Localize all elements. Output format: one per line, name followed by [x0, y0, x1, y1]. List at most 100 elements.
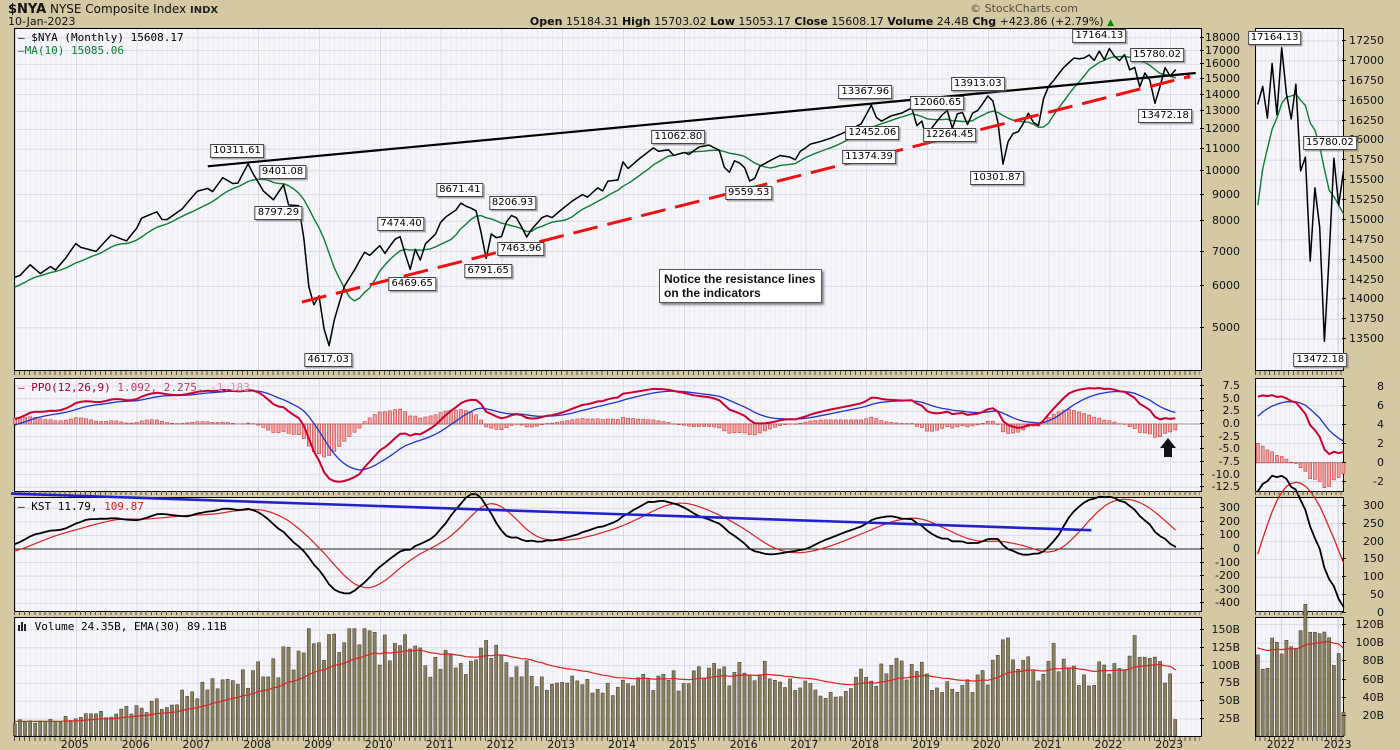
axis-tick-label: 50B: [1218, 694, 1240, 708]
main-price-panel: [14, 28, 1202, 371]
axis-tick-mark: [1200, 448, 1204, 450]
axis-tick-label: 200: [1363, 534, 1384, 548]
price-callout: 10311.61: [210, 143, 264, 158]
price-callout: 9401.08: [258, 164, 307, 179]
open-value: 15184.31: [565, 15, 619, 28]
axis-tick-mark: [1200, 285, 1204, 287]
axis-tick-label: 15000: [1205, 71, 1240, 85]
axis-tick-label: 40B: [1362, 691, 1384, 705]
axis-tick-mark: [1200, 460, 1204, 462]
axis-tick-label: 100B: [1355, 636, 1384, 649]
axis-tick-mark: [1342, 99, 1346, 101]
volume-label: Volume: [887, 15, 934, 28]
axis-tick-mark: [1342, 404, 1346, 406]
price-callout: 13913.03: [950, 77, 1005, 91]
axis-tick-label: 100: [1363, 570, 1384, 584]
axis-tick-label: 125B: [1211, 640, 1240, 654]
axis-tick-mark: [1200, 435, 1204, 437]
axis-tick-mark: [1342, 623, 1346, 625]
price-callout: 11062.80: [651, 129, 706, 144]
chg-label: Chg: [972, 15, 997, 28]
axis-tick-mark: [1200, 534, 1204, 536]
ma-legend-text: MA(10) 15085.06: [24, 44, 124, 57]
axis-tick-label: 14250: [1349, 272, 1384, 286]
axis-tick-mark: [1342, 338, 1346, 340]
x-axis-year-label: 2021: [1033, 738, 1062, 750]
price-callout: 8671.41: [436, 183, 484, 198]
histogram-icon: [18, 622, 26, 631]
x-axis-year-label: 2023: [1155, 738, 1184, 750]
axis-tick-mark: [1200, 588, 1204, 590]
axis-tick-label: 16250: [1349, 113, 1384, 127]
axis-tick-mark: [1342, 119, 1346, 121]
axis-tick-label: 16500: [1349, 93, 1384, 107]
open-label: Open: [529, 15, 563, 28]
axis-tick-label: 20B: [1362, 709, 1384, 723]
axis-tick-label: -10.0: [1211, 467, 1240, 481]
axis-tick-label: 200: [1219, 514, 1240, 528]
axis-tick-mark: [1342, 642, 1346, 643]
price-callout: 8206.93: [488, 195, 537, 210]
axis-tick-label: 250: [1363, 516, 1384, 530]
close-label: Close: [794, 15, 828, 28]
volume-value: 24.4B: [936, 15, 969, 28]
axis-tick-label: 17000: [1205, 43, 1240, 57]
axis-tick-mark: [1200, 36, 1204, 38]
axis-tick-mark: [1200, 629, 1204, 630]
axis-tick-label: 7000: [1212, 244, 1240, 258]
price-callout: 7463.96: [497, 241, 545, 256]
axis-tick-label: -12.5: [1211, 480, 1240, 494]
legend-swatch: —: [18, 44, 25, 57]
chg-value: +423.86 (+2.79%): [999, 15, 1104, 28]
axis-tick-mark: [1342, 576, 1346, 578]
mini-price-panel: [1255, 28, 1345, 371]
price-callout: 4617.03: [304, 352, 352, 367]
mini-x-axis-year-label: 2022: [1266, 738, 1295, 750]
axis-tick-mark: [1200, 664, 1204, 666]
mini-kst-panel: [1255, 474, 1345, 614]
x-axis-year-label: 2014: [608, 738, 636, 750]
annotation-note-line1: Notice the resistance lines: [664, 272, 816, 286]
axis-tick-mark: [1200, 385, 1204, 387]
axis-tick-mark: [1342, 199, 1346, 200]
axis-tick-mark: [1342, 79, 1346, 81]
axis-tick-label: -2.5: [1218, 429, 1240, 443]
axis-tick-mark: [1342, 179, 1346, 181]
axis-tick-label: -100: [1215, 555, 1240, 569]
x-axis-tick-strip: [14, 371, 1200, 375]
x-axis-year-label: 2008: [243, 738, 272, 750]
axis-tick-label: 2: [1377, 436, 1384, 450]
ppo-legend: — PPO(12,26,9) 1.092, 2.275, -1.183: [18, 381, 250, 394]
axis-tick-label: 80B: [1362, 654, 1384, 668]
axis-tick-label: -2: [1373, 474, 1384, 488]
axis-tick-label: 25B: [1218, 712, 1240, 725]
axis-tick-mark: [1200, 473, 1204, 475]
low-label: Low: [710, 15, 735, 28]
ppo-legend-hist-value: -1.183: [210, 381, 250, 394]
price-callout: 7474.40: [377, 216, 425, 231]
volume-panel: [13, 617, 1202, 737]
axis-tick-mark: [1200, 110, 1204, 112]
x-axis-year-label: 2013: [547, 738, 576, 750]
x-axis-year-label: 2016: [729, 738, 758, 750]
volume-legend-text: Volume 24.35B, EMA(30) 89.11B: [34, 620, 227, 633]
axis-tick-label: 12000: [1205, 122, 1240, 136]
axis-tick-mark: [1200, 49, 1204, 51]
axis-tick-mark: [1342, 697, 1346, 699]
chart-header: $NYA NYSE Composite Index INDX: [8, 2, 218, 17]
x-axis-year-label: 2006: [121, 738, 150, 750]
axis-tick-label: 17000: [1349, 53, 1384, 67]
axis-tick-label: 6000: [1212, 279, 1240, 293]
x-axis-year-label: 2018: [851, 738, 880, 750]
axis-tick-mark: [1200, 169, 1204, 171]
axis-tick-label: 100: [1219, 528, 1240, 542]
axis-tick-label: 8: [1377, 379, 1384, 393]
axis-tick-mark: [1342, 461, 1346, 463]
axis-tick-label: 300: [1219, 501, 1240, 515]
axis-tick-mark: [1200, 397, 1204, 399]
axis-tick-mark: [1200, 423, 1204, 424]
axis-tick-mark: [1200, 410, 1204, 412]
close-value: 15608.17: [831, 15, 884, 28]
axis-tick-mark: [1342, 278, 1346, 280]
